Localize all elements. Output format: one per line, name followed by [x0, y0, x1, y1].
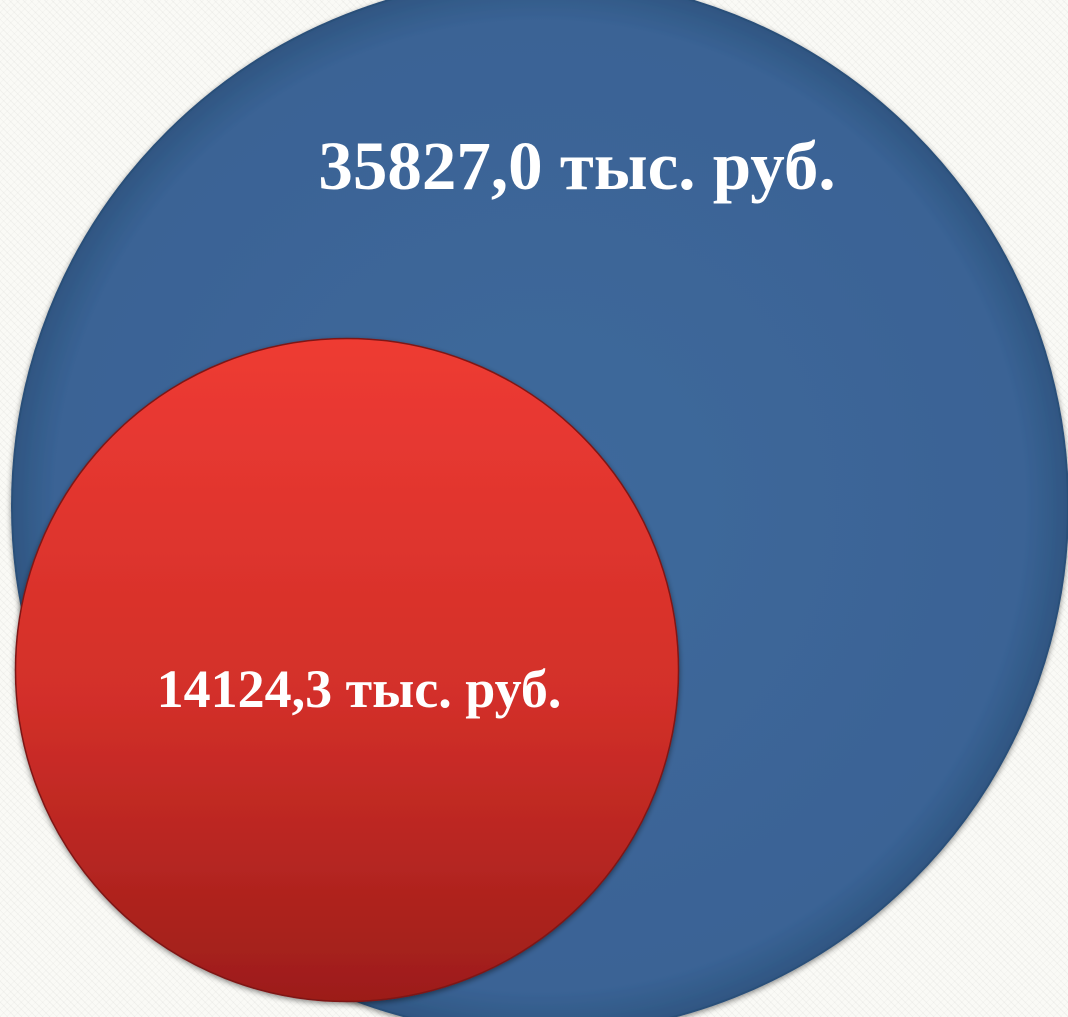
- bubble-part-label: 14124,3 тыс. руб.: [157, 659, 562, 719]
- bubble-part: [14, 337, 680, 1003]
- bubble-total-label: 35827,0 тыс. руб.: [318, 128, 835, 204]
